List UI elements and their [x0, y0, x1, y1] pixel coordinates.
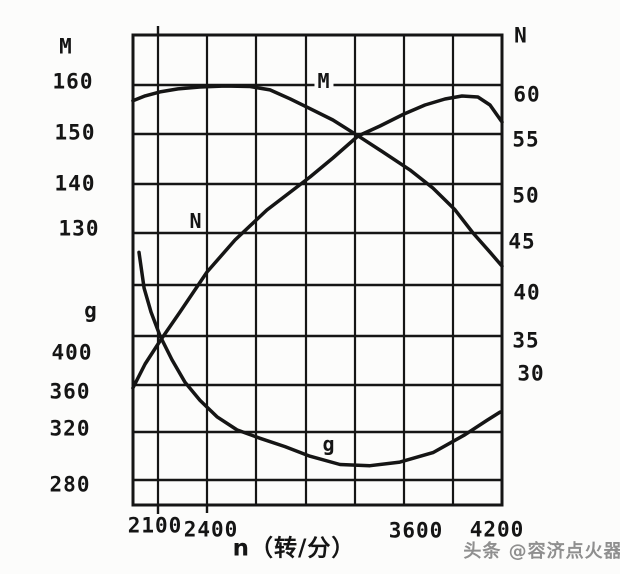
torque-tick-160: 160	[52, 69, 94, 94]
rpm-tick-2400: 2400	[183, 517, 239, 542]
fuel-curve-label: g	[319, 434, 339, 454]
torque-curve-label: M	[314, 71, 334, 91]
fuel-tick-360: 360	[49, 379, 91, 404]
torque-tick-150: 150	[54, 120, 96, 145]
power-curve	[131, 94, 504, 390]
rpm-tick-3600: 3600	[388, 518, 444, 543]
torque-curve	[131, 84, 504, 268]
power-tick-35: 35	[512, 328, 540, 353]
torque-tick-140: 140	[54, 171, 96, 196]
x-axis-title: n（转/分）	[232, 535, 356, 562]
power-axis-title: N	[514, 23, 528, 48]
power-tick-60: 60	[513, 82, 541, 107]
power-curve-label: N	[186, 211, 206, 231]
fuel-tick-320: 320	[49, 416, 91, 441]
power-tick-40: 40	[513, 280, 541, 305]
rpm-tick-2100: 2100	[127, 513, 183, 538]
torque-tick-130: 130	[58, 216, 100, 241]
fuel-tick-280: 280	[49, 472, 91, 497]
power-tick-45: 45	[508, 229, 536, 254]
curve-layer	[131, 84, 504, 468]
fuel-tick-400: 400	[51, 340, 93, 365]
watermark-text: 头条 @容济点火器	[463, 541, 620, 562]
torque-axis-title: M	[59, 34, 73, 59]
power-tick-50: 50	[512, 183, 540, 208]
power-tick-55: 55	[512, 127, 540, 152]
fuel-axis-title: g	[84, 298, 98, 323]
power-tick-30: 30	[517, 361, 545, 386]
rpm-tick-4200: 4200	[469, 517, 525, 542]
fuel-curve	[137, 250, 502, 468]
plot-border	[131, 33, 504, 507]
